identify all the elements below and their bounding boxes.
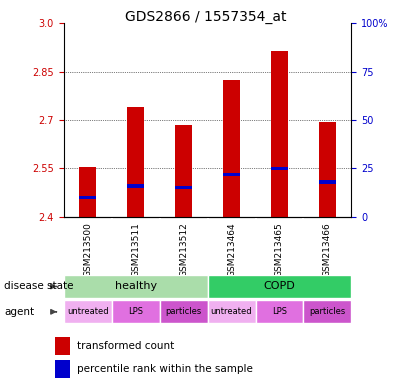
Text: healthy: healthy [115, 281, 157, 291]
Bar [256, 300, 303, 323]
Text: untreated: untreated [211, 307, 252, 316]
Text: transformed count: transformed count [77, 341, 174, 351]
Bar [319, 122, 336, 217]
Text: particles: particles [309, 307, 346, 316]
Bar [79, 196, 96, 199]
Text: GSM213465: GSM213465 [275, 222, 284, 277]
Bar [223, 173, 240, 176]
Text: COPD: COPD [263, 281, 296, 291]
Text: GSM213466: GSM213466 [323, 222, 332, 277]
Bar [208, 300, 256, 323]
Bar [303, 300, 351, 323]
Bar [64, 275, 208, 298]
Text: LPS: LPS [272, 307, 287, 316]
Text: agent: agent [4, 307, 34, 317]
Text: particles: particles [166, 307, 202, 316]
Bar [223, 79, 240, 217]
Text: percentile rank within the sample: percentile rank within the sample [77, 364, 253, 374]
Text: disease state: disease state [4, 281, 74, 291]
Bar [175, 186, 192, 189]
Bar [271, 167, 288, 170]
Bar [159, 300, 208, 323]
Bar [127, 107, 144, 217]
Bar [127, 184, 144, 187]
Bar [79, 167, 96, 217]
Text: untreated: untreated [67, 307, 109, 316]
Text: GDS2866 / 1557354_at: GDS2866 / 1557354_at [125, 10, 286, 23]
Bar [271, 51, 288, 217]
Text: GSM213464: GSM213464 [227, 222, 236, 277]
Text: LPS: LPS [128, 307, 143, 316]
Bar [208, 275, 351, 298]
Text: GSM213500: GSM213500 [83, 222, 92, 277]
Bar [112, 300, 159, 323]
Bar [319, 180, 336, 184]
Bar [55, 360, 70, 378]
Bar [55, 337, 70, 355]
Text: GSM213511: GSM213511 [131, 222, 140, 277]
Bar [175, 125, 192, 217]
Bar [64, 300, 112, 323]
Text: GSM213512: GSM213512 [179, 222, 188, 277]
